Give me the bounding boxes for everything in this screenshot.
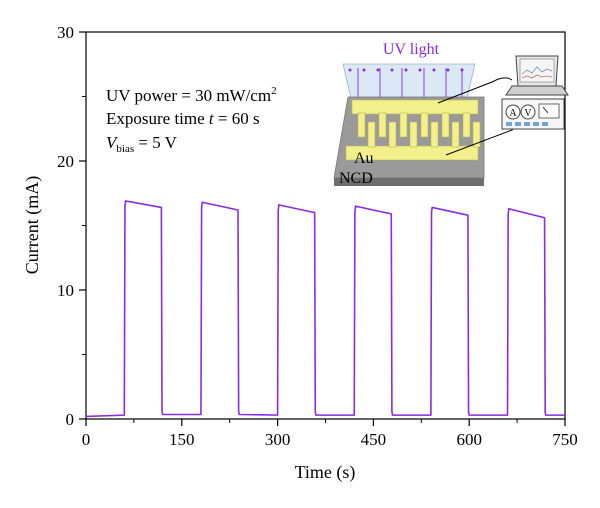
tick-labels: 0 150 300 450 600 750 0 10 20 30 <box>57 23 578 449</box>
laptop-icon <box>505 55 569 96</box>
finger-top <box>378 112 387 138</box>
finger-top <box>357 112 366 138</box>
wire-top <box>437 77 513 104</box>
x-tick-label: 150 <box>169 430 195 449</box>
uv-dot <box>348 68 352 72</box>
finger-bottom <box>367 121 376 148</box>
interdigitated-fingers <box>357 112 481 148</box>
meter-a-label: A <box>509 108 517 119</box>
uv-dot <box>460 68 464 72</box>
finger-bottom <box>409 121 418 148</box>
finger-bottom <box>430 121 439 148</box>
finger-bottom <box>472 121 481 148</box>
uv-dot <box>446 68 450 72</box>
y-tick-label: 0 <box>66 410 75 429</box>
x-tick-label: 450 <box>361 430 387 449</box>
au-label: Au <box>354 150 374 167</box>
meter-box: A V <box>501 98 565 130</box>
ncd-substrate-side <box>334 178 484 186</box>
au-pad-top <box>351 99 479 115</box>
ticks <box>79 31 566 426</box>
uv-dot <box>362 68 366 72</box>
annotations: UV power = 30 mW/cm2 Exposure time t = 6… <box>106 85 277 155</box>
meter-v-label: V <box>524 108 532 119</box>
x-tick-label: 0 <box>82 430 91 449</box>
finger-top <box>441 112 450 138</box>
finger-bottom <box>451 121 460 148</box>
finger-top <box>420 112 429 138</box>
x-tick-label: 750 <box>552 430 578 449</box>
uv-dot <box>418 68 422 72</box>
x-tick-label: 300 <box>265 430 291 449</box>
finger-top <box>399 112 408 138</box>
uv-dot <box>376 68 380 72</box>
finger-bottom <box>388 121 397 148</box>
y-axis-label: Current (mA) <box>22 176 43 274</box>
annotation-exposure-time: Exposure time t = 60 s <box>106 109 260 128</box>
uv-dot <box>390 68 394 72</box>
annotation-vbias: Vbias = 5 V <box>106 133 178 155</box>
finger-top <box>462 112 471 138</box>
y-tick-label: 20 <box>57 152 74 171</box>
uv-dot <box>404 68 408 72</box>
annotation-uv-power: UV power = 30 mW/cm2 <box>106 85 277 105</box>
uv-light-label: UV light <box>383 41 440 58</box>
y-tick-label: 30 <box>57 23 74 42</box>
y-tick-label: 10 <box>57 281 74 300</box>
series-line-current <box>85 200 565 418</box>
inset-schematic: UV light Au NCD A V <box>333 41 569 187</box>
x-tick-label: 600 <box>456 430 482 449</box>
uv-dot <box>432 68 436 72</box>
x-axis-label: Time (s) <box>295 462 356 483</box>
ncd-label: NCD <box>339 170 373 187</box>
